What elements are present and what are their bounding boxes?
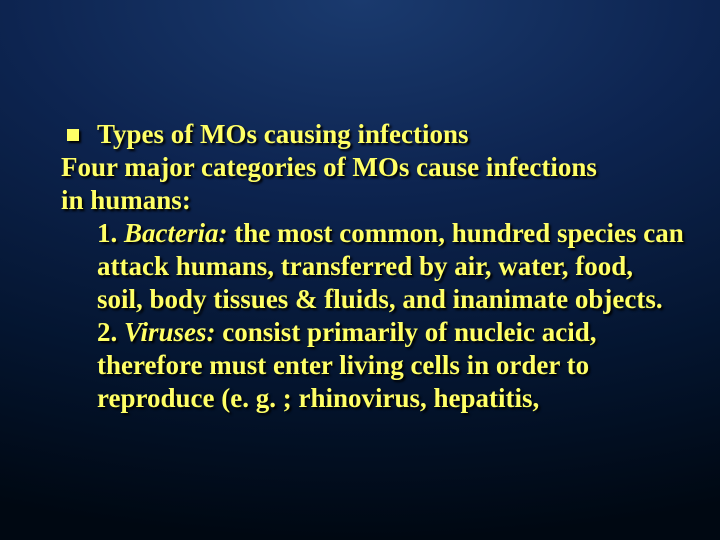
list-item-bacteria: 1. Bacteria: the most common, hundred sp… [35, 217, 685, 316]
title-text: Types of MOs causing infections [97, 119, 469, 149]
list-number: 1. [97, 218, 124, 248]
title-line: Types of MOs causing infections [35, 118, 685, 151]
body-text: in humans: [61, 185, 191, 215]
body-line: in humans: [35, 184, 685, 217]
list-term: Viruses: [124, 317, 216, 347]
slide: Types of MOs causing infections Four maj… [0, 0, 720, 540]
slide-text: Types of MOs causing infections Four maj… [35, 118, 685, 414]
body-line: Four major categories of MOs cause infec… [35, 151, 685, 184]
list-item-viruses: 2. Viruses: consist primarily of nucleic… [35, 316, 685, 415]
body-text: Four major categories of MOs cause infec… [61, 152, 597, 182]
list-number: 2. [97, 317, 124, 347]
square-bullet-icon [67, 129, 79, 141]
list-term: Bacteria: [124, 218, 227, 248]
